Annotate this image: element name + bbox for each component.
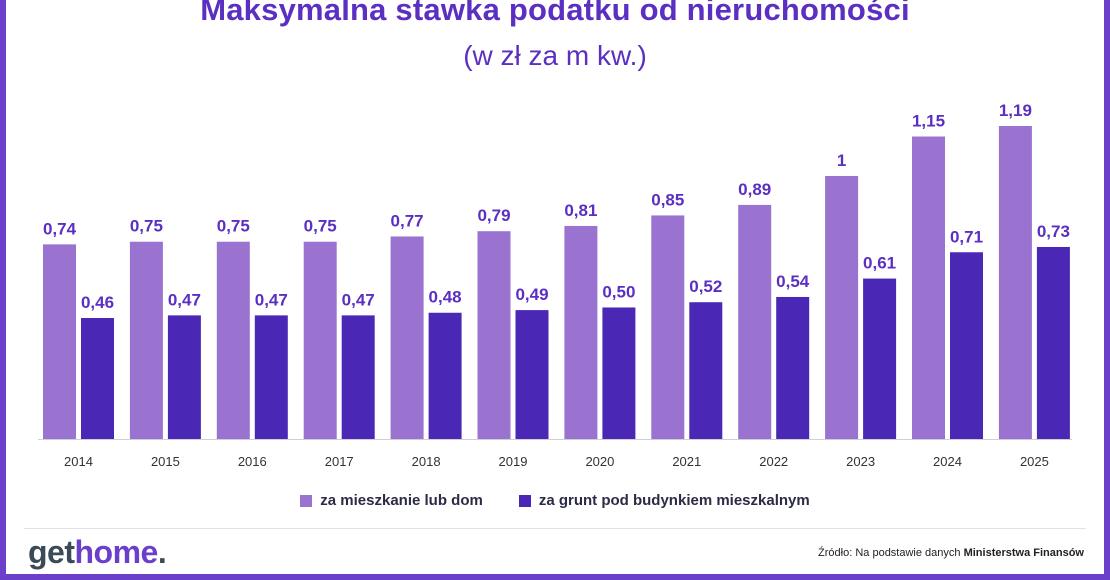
- bar-grunt-2025: [1036, 246, 1070, 439]
- data-label-mieszkanie-2016: 0,75: [217, 217, 250, 236]
- x-tick-label-2024: 2024: [933, 454, 962, 469]
- data-label-grunt-2014: 0,46: [81, 293, 114, 312]
- data-label-grunt-2020: 0,50: [602, 282, 635, 301]
- bar-grunt-2023: [863, 278, 897, 439]
- bar-mieszkanie-2017: [303, 241, 337, 439]
- legend-swatch-series-2: [518, 494, 531, 507]
- bar-grunt-2015: [167, 315, 201, 439]
- bar-mieszkanie-2024: [912, 136, 945, 440]
- bar-mieszkanie-2025: [998, 126, 1032, 439]
- data-label-grunt-2021: 0,52: [689, 277, 722, 296]
- bar-chart: 0,74 0,46 2014 0,75 0,47 2015 0,75 0,47 2016 0,75…: [38, 101, 1072, 469]
- data-label-mieszkanie-2019: 0,79: [477, 206, 510, 225]
- data-label-grunt-2016: 0,47: [255, 290, 288, 309]
- bar-grunt-2016: [254, 315, 288, 439]
- x-tick-label-2014: 2014: [64, 454, 93, 469]
- data-label-mieszkanie-2018: 0,77: [391, 211, 424, 230]
- bar-mieszkanie-2018: [390, 236, 424, 439]
- data-label-mieszkanie-2017: 0,75: [304, 217, 337, 236]
- chart-title: Maksymalna stawka podatku od nieruchomoś…: [200, 0, 910, 27]
- legend-item-series-2: za grunt pod budynkiem mieszkalnym: [518, 492, 810, 509]
- x-tick-label-2018: 2018: [412, 454, 441, 469]
- data-label-mieszkanie-2024: 1,15: [912, 112, 945, 131]
- bar-mieszkanie-2015: [129, 241, 163, 439]
- bar-mieszkanie-2014: [43, 244, 76, 439]
- x-tick-label-2016: 2016: [238, 454, 267, 469]
- bar-mieszkanie-2022: [738, 204, 772, 439]
- bar-mieszkanie-2016: [216, 241, 250, 439]
- source-note: Źródło: Na podstawie danych Ministerstwa…: [818, 547, 1084, 559]
- gethome-logo: gethome.: [28, 534, 167, 571]
- legend: za mieszkanie lub dom za grunt pod budyn…: [0, 492, 1110, 509]
- data-label-mieszkanie-2025: 1,19: [999, 101, 1032, 120]
- data-label-mieszkanie-2022: 0,89: [738, 180, 771, 199]
- data-label-grunt-2024: 0,71: [950, 227, 983, 246]
- data-label-grunt-2015: 0,47: [168, 290, 201, 309]
- x-tick-label-2022: 2022: [759, 454, 788, 469]
- bar-mieszkanie-2023: [825, 175, 859, 439]
- x-tick-label-2023: 2023: [846, 454, 875, 469]
- source-prefix: Źródło: Na podstawie danych: [818, 547, 964, 559]
- bar-grunt-2024: [950, 252, 983, 439]
- data-label-mieszkanie-2015: 0,75: [130, 217, 163, 236]
- x-tick-label-2019: 2019: [499, 454, 528, 469]
- bar-grunt-2020: [602, 307, 636, 439]
- bar-grunt-2018: [428, 312, 462, 439]
- data-label-mieszkanie-2014: 0,74: [43, 219, 77, 238]
- legend-item-series-1: za mieszkanie lub dom: [300, 492, 483, 509]
- legend-label-series-2: za grunt pod budynkiem mieszkalnym: [538, 492, 810, 509]
- data-label-mieszkanie-2023: 1: [837, 151, 846, 170]
- bar-grunt-2019: [515, 310, 549, 439]
- legend-label-series-1: za mieszkanie lub dom: [320, 492, 483, 509]
- data-label-mieszkanie-2021: 0,85: [651, 190, 684, 209]
- bar-grunt-2022: [776, 296, 810, 439]
- x-tick-label-2015: 2015: [151, 454, 180, 469]
- bar-grunt-2017: [341, 315, 375, 439]
- legend-swatch-series-1: [300, 494, 313, 507]
- bar-mieszkanie-2020: [564, 225, 598, 439]
- bar-mieszkanie-2021: [651, 215, 685, 439]
- logo-text-home: home: [74, 534, 159, 570]
- source-bold: Ministerstwa Finansów: [963, 547, 1084, 559]
- bar-mieszkanie-2019: [477, 231, 511, 439]
- data-label-grunt-2023: 0,61: [863, 254, 896, 273]
- x-tick-label-2025: 2025: [1020, 454, 1049, 469]
- data-label-grunt-2025: 0,73: [1037, 222, 1070, 241]
- data-label-grunt-2019: 0,49: [515, 285, 548, 304]
- bar-grunt-2014: [81, 318, 114, 439]
- data-label-mieszkanie-2020: 0,81: [564, 201, 597, 220]
- bar-grunt-2021: [689, 302, 723, 439]
- logo-text-dot: .: [157, 534, 167, 570]
- x-tick-label-2017: 2017: [325, 454, 354, 469]
- data-label-grunt-2018: 0,48: [429, 288, 462, 307]
- logo-text-get: get: [28, 534, 75, 570]
- data-label-grunt-2017: 0,47: [342, 290, 375, 309]
- data-label-grunt-2022: 0,54: [776, 272, 810, 291]
- footer-divider: [24, 528, 1086, 529]
- chart-subtitle: (w zł za m kw.): [463, 40, 647, 71]
- x-tick-label-2021: 2021: [672, 454, 701, 469]
- x-tick-label-2020: 2020: [585, 454, 614, 469]
